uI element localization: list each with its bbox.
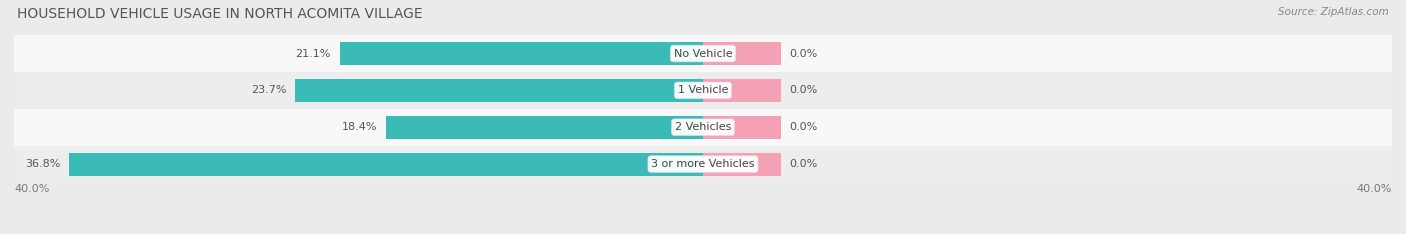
Text: HOUSEHOLD VEHICLE USAGE IN NORTH ACOMITA VILLAGE: HOUSEHOLD VEHICLE USAGE IN NORTH ACOMITA… <box>17 7 422 21</box>
Text: 3 or more Vehicles: 3 or more Vehicles <box>651 159 755 169</box>
Bar <box>295 79 703 102</box>
Text: 23.7%: 23.7% <box>250 85 287 95</box>
Text: 18.4%: 18.4% <box>342 122 377 132</box>
Text: 40.0%: 40.0% <box>14 184 49 194</box>
Text: 0.0%: 0.0% <box>789 48 817 58</box>
Bar <box>14 109 1392 146</box>
Text: 0.0%: 0.0% <box>789 159 817 169</box>
Bar <box>14 72 1392 109</box>
Text: No Vehicle: No Vehicle <box>673 48 733 58</box>
Bar <box>703 42 780 65</box>
Bar <box>703 79 780 102</box>
Bar <box>340 42 703 65</box>
Text: Source: ZipAtlas.com: Source: ZipAtlas.com <box>1278 7 1389 17</box>
Text: 40.0%: 40.0% <box>1357 184 1392 194</box>
Text: 21.1%: 21.1% <box>295 48 330 58</box>
Bar <box>14 146 1392 183</box>
Bar <box>387 116 703 139</box>
Bar <box>703 116 780 139</box>
Text: 1 Vehicle: 1 Vehicle <box>678 85 728 95</box>
Text: 36.8%: 36.8% <box>25 159 60 169</box>
Bar <box>69 153 703 176</box>
Bar <box>703 153 780 176</box>
Text: 0.0%: 0.0% <box>789 122 817 132</box>
Text: 0.0%: 0.0% <box>789 85 817 95</box>
Text: 2 Vehicles: 2 Vehicles <box>675 122 731 132</box>
Bar <box>14 35 1392 72</box>
